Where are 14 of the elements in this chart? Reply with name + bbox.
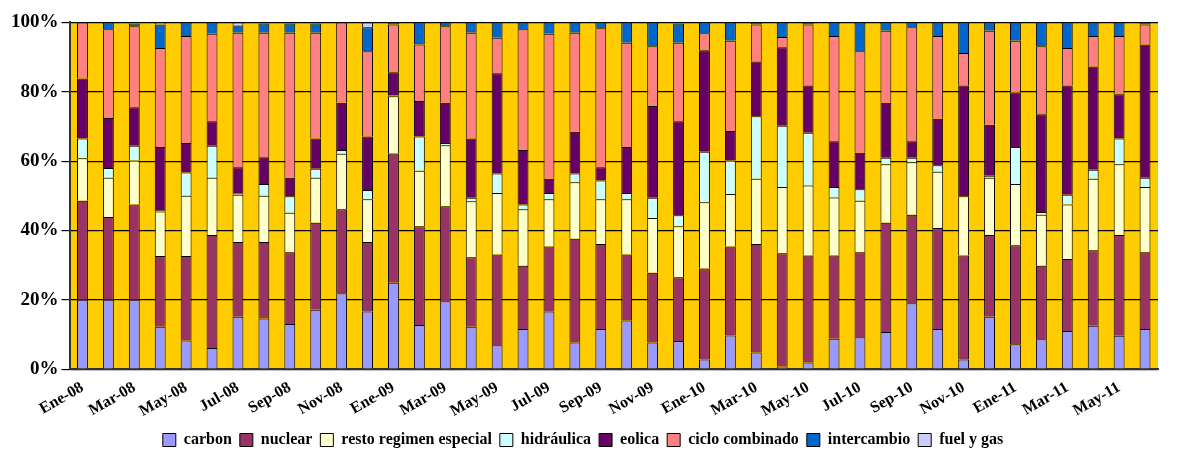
y-tick-label: 40% [20, 218, 59, 240]
legend-label: resto regimen especial [341, 430, 493, 449]
y-tick-label: 0% [30, 357, 59, 379]
legend-label: hidráulica [520, 430, 592, 448]
legend-label: eolica [620, 430, 660, 448]
y-tick-label: 60% [20, 149, 59, 171]
legend-label: ciclo combinado [688, 430, 799, 448]
y-tick-label: 80% [20, 79, 59, 101]
y-tick-label: 100% [11, 10, 59, 32]
legend-label: carbon [183, 430, 232, 448]
legend-label: intercambio [827, 430, 911, 448]
y-tick-label: 20% [20, 287, 59, 309]
legend-label: nuclear [260, 430, 313, 448]
legend-label: fuel y gas [939, 430, 1004, 449]
